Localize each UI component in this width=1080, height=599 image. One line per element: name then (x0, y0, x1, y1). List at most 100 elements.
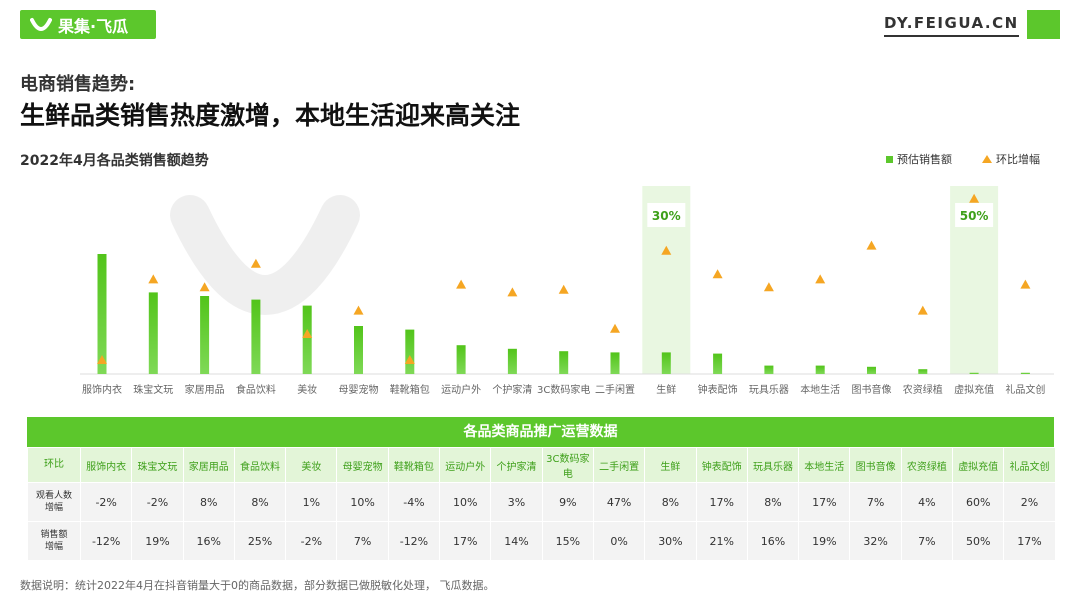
bar-mark (97, 254, 107, 374)
header-cell: 生鲜 (644, 447, 697, 483)
growth-triangle-mark (199, 282, 210, 292)
highlight-label: 30% (652, 209, 681, 223)
x-tick-label: 生鲜 (656, 383, 676, 396)
header-cell: 服饰内衣 (79, 447, 133, 483)
header-cell: 二手闲置 (592, 447, 646, 483)
table-cell: 16% (746, 521, 800, 561)
page-headline: 生鲜品类销售热度激增，本地生活迎来高关注 (20, 101, 521, 130)
x-tick-label: 运动户外 (441, 383, 481, 396)
header-cell: 3C数码家电 (541, 447, 594, 483)
highlight-label-box (955, 203, 994, 227)
table-cell: 9% (541, 482, 594, 522)
table-title: 各品类商品推广运营数据 (27, 417, 1054, 447)
chart-legend: 预估销售额 环比增幅 (886, 151, 1040, 167)
bar-mark (251, 299, 261, 374)
table-cell: 0% (592, 521, 646, 561)
table-cell: 25% (233, 521, 287, 561)
x-tick-label: 二手闲置 (595, 383, 635, 396)
bar-mark (302, 305, 312, 374)
table-cell: 32% (849, 521, 902, 561)
x-tick-label: 钟表配饰 (698, 383, 738, 396)
header-cell: 农资绿植 (900, 447, 954, 483)
growth-triangle-mark (302, 329, 313, 338)
header-cell: 本地生活 (798, 447, 851, 483)
header-cell: 个护家清 (490, 447, 543, 483)
table-cell: 7% (849, 482, 902, 522)
bar-mark (815, 365, 825, 374)
header-cell: 鞋靴箱包 (387, 447, 441, 483)
table-cell: 8% (746, 482, 800, 522)
table-cell: 21% (695, 521, 748, 561)
bar-mark (354, 326, 363, 374)
x-tick-label: 图书音像 (852, 383, 892, 396)
bar-mark (713, 353, 723, 374)
x-tick-label: 3C数码家电 (537, 383, 590, 396)
growth-triangle-mark (558, 284, 569, 294)
header-cell: 珠宝文玩 (131, 447, 184, 483)
bar-mark (456, 345, 466, 374)
bar-mark (405, 329, 415, 374)
header-cell: 玩具乐器 (746, 447, 800, 483)
table-cell: 47% (592, 482, 646, 522)
bar-mark (969, 372, 979, 374)
logo-text: 果集·飞瓜 (58, 16, 129, 36)
x-tick-label: 美妆 (297, 383, 317, 396)
table-cell: -4% (387, 482, 441, 522)
table-cell: 7% (900, 521, 954, 561)
ops-data-table: 各品类商品推广运营数据 环比 服饰内衣 珠宝文玩 家居用品 食品饮料 美妆 母婴宠物 鞋靴箱… (27, 417, 1056, 561)
x-tick-label: 母婴宠物 (339, 383, 379, 396)
table-cell: 8% (644, 482, 697, 522)
table-cell: -12% (387, 521, 441, 561)
table-cell: 17% (439, 521, 492, 561)
bar-mark (867, 366, 876, 374)
bar-mark (559, 351, 569, 374)
header-cell: 食品饮料 (233, 447, 287, 483)
bar-mark (764, 365, 774, 374)
data-grid: 环比 服饰内衣 珠宝文玩 家居用品 食品饮料 美妆 母婴宠物 鞋靴箱包 运动户外 个护家清 3C数… (27, 447, 1056, 561)
growth-triangle-mark (866, 240, 877, 250)
growth-triangle-mark (969, 193, 980, 203)
x-tick-label: 本地生活 (800, 383, 840, 396)
table-cell: -2% (131, 482, 184, 522)
growth-triangle-mark (763, 282, 774, 292)
x-tick-label: 珠宝文玩 (133, 383, 173, 396)
header-label-cell: 环比 (27, 447, 81, 483)
table-header-row: 环比 服饰内衣 珠宝文玩 家居用品 食品饮料 美妆 母婴宠物 鞋靴箱包 运动户外 个护家清 3C数… (27, 447, 1056, 483)
x-tick-label: 服饰内衣 (82, 383, 122, 396)
table-row: 销售额 增幅 -12% 19% 16% 25% -2% 7% -12% 17% 14% 15% 0%… (27, 521, 1056, 561)
x-tick-label: 礼品文创 (1005, 383, 1045, 396)
bar-mark (200, 296, 210, 374)
header-cell: 图书音像 (849, 447, 902, 483)
table-cell: 19% (131, 521, 184, 561)
row-label-cell: 观看人数 增幅 (27, 482, 81, 522)
growth-triangle-mark (815, 274, 826, 284)
row-label-line1: 观看人数 (35, 491, 72, 501)
legend-bar-label: 预估销售额 (897, 153, 952, 166)
x-tick-label: 玩具乐器 (749, 384, 789, 396)
table-cell: 3% (490, 482, 543, 522)
growth-triangle-mark (712, 269, 723, 279)
x-tick-label: 个护家清 (492, 383, 532, 396)
bar-mark (148, 292, 158, 374)
table-cell: 16% (182, 521, 235, 561)
growth-triangle-mark (1020, 279, 1031, 289)
growth-triangle-mark (507, 287, 518, 297)
header-cell: 运动户外 (439, 447, 492, 483)
table-cell: 2% (1003, 482, 1056, 522)
x-tick-label: 农资绿植 (903, 383, 943, 396)
table-cell: 8% (182, 482, 235, 522)
x-tick-label: 鞋靴箱包 (390, 383, 430, 396)
legend-triangle-label: 环比增幅 (996, 153, 1040, 166)
x-tick-label: 家居用品 (185, 383, 225, 396)
x-tick-label: 虚拟充值 (954, 383, 994, 396)
table-cell: 4% (900, 482, 954, 522)
header-cell: 虚拟充值 (952, 447, 1005, 483)
site-url[interactable]: DY.FEIGUA.CN (884, 14, 1019, 37)
table-cell: 30% (644, 521, 697, 561)
footnote: 数据说明：统计2022年4月在抖音销量大于0的商品数据，部分数据已做脱敏化处理，… (20, 579, 495, 592)
growth-triangle-mark (353, 305, 364, 315)
highlight-label: 50% (960, 209, 989, 223)
table-cell: 1% (285, 482, 338, 522)
row-label-cell: 销售额 增幅 (27, 521, 81, 561)
section-subtitle: 电商销售趋势: (20, 74, 136, 95)
